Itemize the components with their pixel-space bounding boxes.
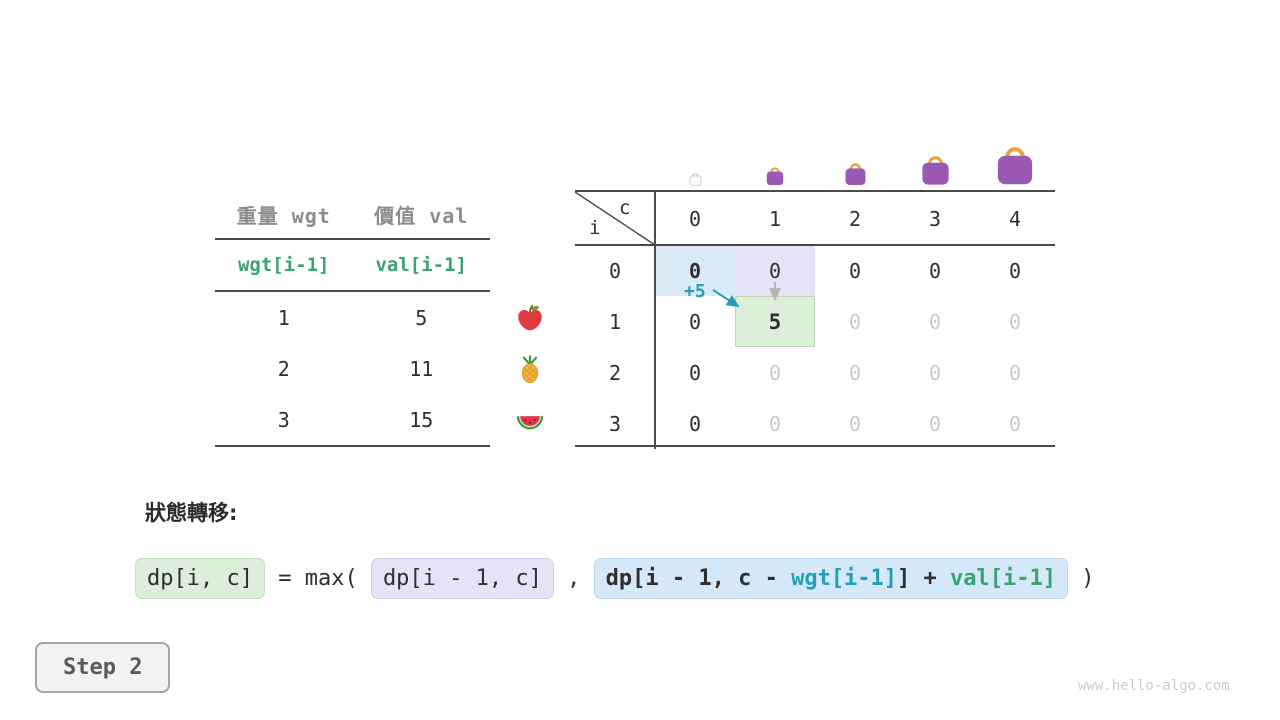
dp-cell: 0 [735, 245, 815, 296]
table-header-divider [575, 244, 1055, 246]
col-axis-label: c [619, 197, 631, 219]
capacity-bags-row [575, 128, 1055, 188]
wgt-cell: 3 [277, 407, 290, 432]
dp-cell: 0 [848, 309, 862, 334]
wgt-cell: 2 [277, 356, 290, 381]
step-badge: Step 2 [35, 642, 171, 693]
formula-comma: , [553, 566, 594, 591]
dp-cell: 0 [1008, 360, 1022, 385]
dp-col-header: 3 [928, 206, 942, 231]
dp-cell: 0 [768, 360, 782, 385]
formula-term-skip: dp[i - 1, c] [370, 558, 554, 599]
dp-cell: 0 [928, 258, 942, 283]
dp-cell: 0 [688, 411, 702, 436]
term-take-prefix: dp[i - 1, c - [605, 566, 792, 591]
state-transition-formula: dp[i, c] = max( dp[i - 1, c] , dp[i - 1,… [135, 558, 1095, 599]
plus-value-annotation: +5 [684, 281, 706, 302]
weight-column-header: 重量 wgt [236, 203, 331, 228]
table-row: 3 15 [215, 394, 490, 445]
term-take-wgt: wgt[i-1] [791, 566, 898, 591]
formula-equals-max: = max( [264, 566, 371, 591]
dp-cell: 0 [1008, 411, 1022, 436]
wgt-cell: 1 [277, 305, 290, 330]
dp-row-header: 3 [608, 411, 622, 436]
val-cell: 5 [415, 305, 428, 330]
dp-row-header: 2 [608, 360, 622, 385]
val-cell: 15 [409, 407, 434, 432]
dp-row-header: 1 [608, 309, 622, 334]
dp-cell: 0 [928, 360, 942, 385]
item-icons-column [512, 292, 548, 445]
dp-col-header: 4 [1008, 206, 1022, 231]
wgt-formula-label: wgt[i-1] [237, 254, 330, 276]
table-vertical-divider [654, 192, 656, 449]
dp-cell: 5 [735, 296, 815, 347]
formula-header-row: wgt[i-1] val[i-1] [215, 240, 490, 292]
dp-cell: 0 [1008, 309, 1022, 334]
bag-icon [918, 149, 953, 186]
dp-col-header: 2 [848, 206, 862, 231]
table-header-row: 重量 wgt 價值 val [215, 190, 490, 240]
val-cell: 11 [409, 356, 434, 381]
empty-bag-icon [688, 170, 703, 186]
dp-col-header: 0 [688, 206, 702, 231]
dp-cell: 0 [928, 411, 942, 436]
row-axis-label: i [589, 217, 601, 239]
watermark: www.hello-algo.com [1078, 678, 1230, 694]
dp-cell: 0 [768, 411, 782, 436]
val-formula-label: val[i-1] [375, 254, 467, 276]
weight-value-table: 重量 wgt 價值 val wgt[i-1] val[i-1] 1 5 2 11 3 15 [215, 190, 490, 447]
bag-icon [842, 158, 869, 186]
dp-cell: 0 [928, 309, 942, 334]
dp-row-header: 0 [608, 258, 622, 283]
value-column-header: 價值 val [374, 203, 469, 228]
bag-icon [764, 163, 786, 186]
dp-cell: 0 [1008, 258, 1022, 283]
dp-cell: 0 [848, 258, 862, 283]
formula-close-paren: ) [1068, 566, 1095, 591]
formula-dp-current: dp[i, c] [135, 558, 265, 599]
dp-cell: 0 [848, 360, 862, 385]
dp-cell: 0 [848, 411, 862, 436]
table-row: 2 11 [215, 343, 490, 394]
dp-cell: 0 [688, 360, 702, 385]
bag-icon [992, 138, 1038, 186]
dp-cell: 0 [688, 309, 702, 334]
dp-col-header: 1 [768, 206, 782, 231]
term-take-mid: ] + [897, 566, 951, 591]
table-rows: 1 5 2 11 3 15 [215, 292, 490, 447]
state-transition-label: 狀態轉移: [145, 501, 238, 525]
watermelon-icon [512, 394, 548, 445]
pineapple-icon [512, 343, 548, 394]
corner-diagonal-line [575, 192, 655, 245]
dp-cell: 0 [655, 245, 735, 296]
formula-term-take: dp[i - 1, c - wgt[i-1]] + val[i-1] [593, 558, 1068, 599]
term-take-val: val[i-1] [950, 566, 1056, 591]
apple-icon [512, 292, 548, 343]
